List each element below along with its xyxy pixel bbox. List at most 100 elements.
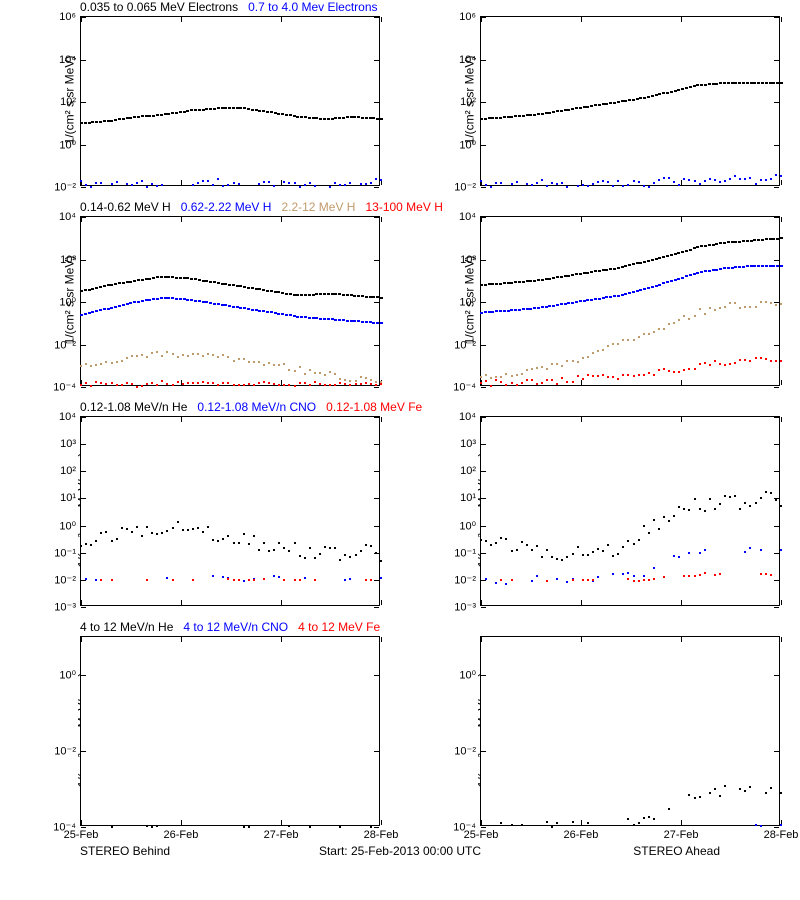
data-point xyxy=(273,185,275,187)
data-point xyxy=(719,82,722,84)
data-point xyxy=(658,328,660,330)
plot-area: 10⁻⁴10⁻²10⁰10²10⁴ xyxy=(480,216,780,386)
data-point xyxy=(315,293,318,295)
data-point xyxy=(212,382,214,384)
y-tick-label: 10⁰ xyxy=(36,519,76,532)
data-point xyxy=(673,322,675,324)
data-point xyxy=(577,375,579,377)
data-point xyxy=(673,181,675,183)
data-point xyxy=(84,122,87,124)
data-point xyxy=(233,579,235,581)
data-point xyxy=(689,86,692,88)
data-point xyxy=(704,362,706,364)
data-point xyxy=(172,527,174,529)
data-point xyxy=(738,241,741,243)
panel-title: 0.14-0.62 MeV H0.62-2.22 MeV H2.2-12 MeV… xyxy=(80,200,453,214)
data-point xyxy=(622,374,624,376)
data-point xyxy=(526,369,528,371)
data-point xyxy=(514,281,517,283)
data-point xyxy=(484,118,487,120)
data-point xyxy=(712,269,715,271)
data-point xyxy=(704,84,707,86)
data-point xyxy=(694,575,696,577)
data-point xyxy=(365,579,367,581)
data-point xyxy=(566,381,568,383)
data-point xyxy=(658,284,661,286)
data-point xyxy=(598,270,601,272)
data-point xyxy=(681,277,684,279)
data-point xyxy=(338,293,341,295)
data-point xyxy=(769,265,772,267)
data-point xyxy=(579,107,582,109)
data-point xyxy=(202,531,204,533)
data-point xyxy=(121,360,123,362)
data-point xyxy=(312,294,315,296)
data-point xyxy=(602,269,605,271)
data-point xyxy=(485,578,487,580)
data-point xyxy=(537,307,540,309)
data-point xyxy=(258,361,260,363)
data-point xyxy=(587,374,589,376)
data-point xyxy=(688,552,690,554)
data-point xyxy=(546,185,548,187)
data-point xyxy=(700,245,703,247)
data-point xyxy=(719,795,721,797)
data-point xyxy=(597,548,599,550)
data-point xyxy=(638,374,640,376)
data-point xyxy=(146,579,148,581)
data-point xyxy=(613,295,616,297)
data-point xyxy=(643,575,645,577)
data-point xyxy=(536,367,538,369)
data-point xyxy=(156,298,159,300)
data-point xyxy=(480,382,482,384)
data-point xyxy=(556,383,558,385)
data-point xyxy=(617,378,619,380)
data-point xyxy=(655,285,658,287)
y-tick-label: 10⁻² xyxy=(36,338,76,351)
data-point xyxy=(770,492,772,494)
data-point xyxy=(760,179,762,181)
data-point xyxy=(683,369,685,371)
y-tick-label: 10⁰ xyxy=(436,296,476,309)
title-part: 4 to 12 MeV/n CNO xyxy=(183,620,288,634)
data-point xyxy=(546,580,548,582)
title-part: 0.12-1.08 MeV/n CNO xyxy=(197,400,316,414)
data-point xyxy=(572,360,574,362)
data-point xyxy=(118,282,121,284)
data-point xyxy=(190,278,193,280)
data-point xyxy=(683,315,685,317)
data-point xyxy=(495,582,497,584)
plot-area: 10⁻⁴10⁻²10⁰25-Feb26-Feb27-Feb28-Feb xyxy=(80,636,380,826)
data-point xyxy=(283,547,285,549)
data-point xyxy=(304,557,306,559)
data-point xyxy=(217,107,220,109)
data-point xyxy=(182,383,184,385)
data-point xyxy=(760,825,762,827)
data-point xyxy=(678,556,680,558)
data-point xyxy=(285,314,288,316)
data-point xyxy=(344,554,346,556)
data-point xyxy=(151,532,153,534)
data-point xyxy=(594,298,597,300)
data-point xyxy=(329,186,331,188)
data-point xyxy=(480,284,483,286)
data-point xyxy=(556,558,558,560)
y-tick-label: 10⁰ xyxy=(436,519,476,532)
data-point xyxy=(263,364,265,366)
data-point xyxy=(299,579,301,581)
data-point xyxy=(643,817,645,819)
data-point xyxy=(709,364,711,366)
data-point xyxy=(273,549,275,551)
data-point xyxy=(541,366,543,368)
data-point xyxy=(709,178,711,180)
plot-area: 10⁻³10⁻²10⁻¹10⁰10¹10²10³10⁴ xyxy=(480,416,780,606)
data-point xyxy=(770,360,772,362)
title-part: 0.035 to 0.065 MeV Electrons xyxy=(80,0,238,14)
data-point xyxy=(111,826,113,828)
data-point xyxy=(746,265,749,267)
data-point xyxy=(255,109,258,111)
data-point xyxy=(294,579,296,581)
data-point xyxy=(575,301,578,303)
chart-row: 0.12-1.08 MeV/n He0.12-1.08 MeV/n CNO0.1… xyxy=(0,400,800,620)
data-point xyxy=(536,575,538,577)
